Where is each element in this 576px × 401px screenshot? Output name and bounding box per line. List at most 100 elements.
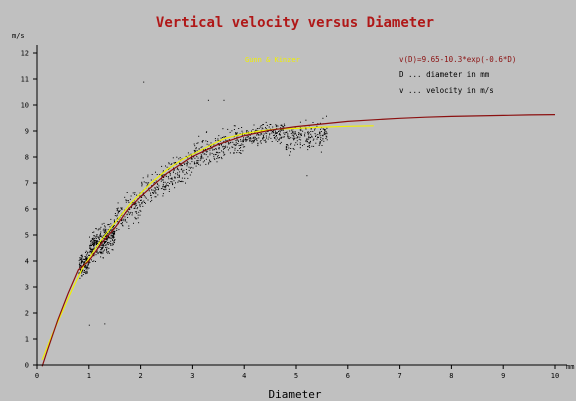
scatter-point: [134, 192, 136, 194]
scatter-point: [150, 192, 151, 194]
scatter-point: [94, 244, 96, 246]
scatter-point: [85, 268, 87, 270]
scatter-point: [81, 256, 83, 258]
scatter-point: [179, 162, 180, 164]
scatter-point: [198, 135, 200, 137]
scatter-point: [124, 220, 126, 222]
scatter-point: [286, 131, 288, 133]
scatter-point: [98, 240, 100, 242]
scatter-point: [304, 132, 306, 134]
scatter-point: [275, 133, 277, 134]
scatter-point: [312, 139, 314, 141]
scatter-point: [265, 135, 267, 137]
scatter-point: [194, 162, 195, 164]
scatter-point: [240, 139, 242, 141]
scatter-point: [325, 131, 327, 133]
scatter-point: [127, 217, 129, 218]
scatter-point: [92, 244, 94, 245]
scatter-point: [94, 241, 96, 243]
scatter-point: [102, 235, 104, 237]
scatter-point: [102, 257, 104, 259]
scatter-point: [103, 245, 105, 247]
scatter-point: [269, 134, 271, 136]
scatter-point: [308, 145, 310, 147]
scatter-point: [141, 182, 143, 184]
scatter-point: [261, 133, 263, 135]
scatter-point: [147, 199, 149, 201]
scatter-point: [122, 222, 123, 224]
scatter-point: [200, 146, 202, 148]
scatter-point: [148, 190, 150, 192]
scatter-point: [81, 275, 83, 277]
scatter-point: [290, 148, 292, 149]
scatter-point: [135, 203, 137, 205]
scatter-point: [93, 247, 95, 249]
scatter-point: [251, 130, 252, 132]
scatter-point: [109, 243, 111, 245]
scatter-point: [254, 132, 256, 134]
scatter-point: [168, 172, 170, 174]
scatter-point: [224, 146, 226, 148]
scatter-point: [220, 156, 222, 158]
scatter-point: [326, 115, 327, 117]
scatter-point: [100, 233, 101, 235]
scatter-point: [158, 189, 159, 191]
scatter-point: [136, 204, 138, 206]
scatter-point: [106, 243, 108, 245]
scatter-point: [78, 260, 80, 262]
scatter-point: [209, 154, 211, 156]
scatter-point: [112, 240, 114, 241]
scatter-point: [288, 138, 290, 140]
scatter-point: [258, 137, 260, 139]
scatter-point: [309, 141, 311, 143]
scatter-point: [322, 128, 324, 130]
scatter-point: [95, 228, 97, 230]
scatter-point: [87, 263, 89, 265]
scatter-point: [284, 132, 286, 134]
scatter-point: [290, 142, 292, 144]
scatter-point: [82, 269, 84, 271]
scatter-point: [87, 268, 89, 270]
scatter-point: [176, 168, 178, 170]
scatter-point: [209, 152, 211, 154]
scatter-point: [139, 206, 141, 208]
scatter-point: [294, 144, 296, 146]
scatter-point: [274, 137, 275, 139]
scatter-point: [161, 174, 163, 176]
scatter-point: [145, 182, 147, 184]
scatter-point: [321, 134, 323, 136]
scatter-point: [323, 132, 325, 134]
scatter-point: [91, 238, 93, 240]
x-tick-label: 4: [242, 372, 246, 380]
scatter-point: [174, 176, 176, 178]
scatter-point: [129, 198, 131, 200]
scatter-point: [292, 137, 294, 139]
scatter-point: [114, 239, 116, 240]
scatter-point: [94, 235, 96, 237]
scatter-point: [243, 139, 245, 141]
scatter-point: [96, 240, 98, 242]
scatter-point: [110, 243, 112, 245]
scatter-point: [179, 181, 181, 182]
scatter-point: [280, 127, 282, 129]
scatter-point: [299, 134, 301, 136]
scatter-point: [170, 181, 172, 183]
scatter-point: [265, 121, 267, 123]
scatter-point: [263, 135, 264, 137]
scatter-point: [178, 158, 180, 160]
scatter-point: [306, 140, 308, 142]
scatter-point: [80, 262, 82, 264]
scatter-point: [109, 237, 111, 239]
scatter-point: [243, 141, 244, 142]
scatter-point: [122, 225, 124, 227]
scatter-point: [86, 257, 88, 259]
scatter-point: [255, 138, 257, 140]
scatter-point: [88, 251, 90, 253]
scatter-point: [309, 142, 311, 144]
scatter-point: [226, 140, 228, 141]
scatter-point: [249, 140, 251, 142]
scatter-point: [227, 142, 229, 144]
scatter-point: [194, 149, 196, 151]
scatter-point: [287, 144, 289, 146]
scatter-point: [299, 147, 301, 149]
